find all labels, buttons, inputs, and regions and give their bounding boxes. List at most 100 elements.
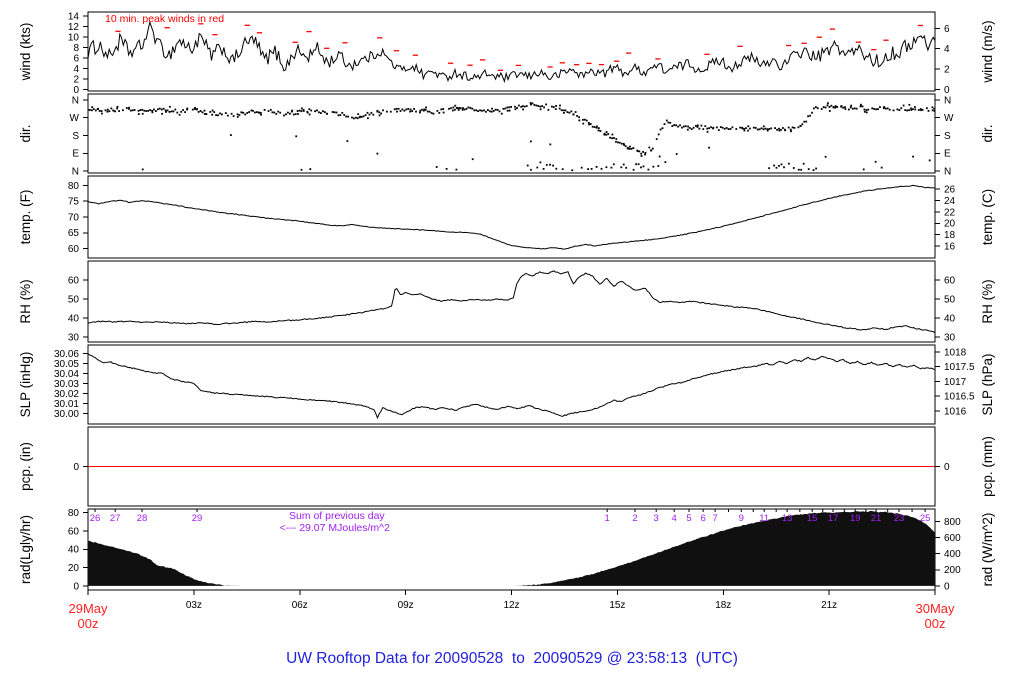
peak-winds-note: 10 min. peak winds in red bbox=[105, 13, 224, 25]
axis-title-left-rad: rad(Lgly/hr) bbox=[18, 515, 33, 584]
start-time-label: 00z bbox=[78, 616, 99, 631]
panel-frame-slp bbox=[87, 344, 936, 425]
axis-title-left-rh: RH (%) bbox=[18, 279, 33, 323]
radiation-cumulative-labels: 26 27 28 29 1 2 3 4 5 6 7 9 11 13 15 17 19 21 23 25 bbox=[90, 509, 931, 524]
tick-label-right: 26 bbox=[944, 185, 956, 196]
wind-speed-line bbox=[88, 20, 935, 84]
axis-title-left-temp: temp. (F) bbox=[18, 190, 33, 245]
chart-title: UW Rooftop Data for 20090528 to 20090529… bbox=[286, 650, 738, 667]
tick-label-left: 0 bbox=[73, 462, 79, 473]
svg-text:6: 6 bbox=[700, 513, 705, 524]
tick-label-left: 30.05 bbox=[54, 359, 79, 370]
tick-label-left: 75 bbox=[68, 197, 80, 208]
tick-label-right: 0 bbox=[944, 581, 950, 592]
tick-label-left: 14 bbox=[68, 12, 80, 23]
axis-title-right-rad: rad (W/m^2) bbox=[980, 513, 995, 587]
tick-label-right: 400 bbox=[944, 549, 961, 560]
y-ticks-rh: 30 40 50 60 30 40 50 60 bbox=[68, 275, 956, 343]
end-date-label: 30May bbox=[915, 601, 955, 616]
end-time-label: 00z bbox=[925, 616, 946, 631]
tick-label-right: 1016.5 bbox=[944, 392, 975, 403]
tick-label-left: 0 bbox=[73, 85, 79, 96]
tick-label-right: 1017.5 bbox=[944, 362, 975, 373]
tick-label-right: 0 bbox=[944, 85, 950, 96]
tick-label-left: 8 bbox=[73, 43, 79, 54]
svg-text:9: 9 bbox=[739, 513, 744, 524]
axis-title-right-temp: temp. (C) bbox=[980, 189, 995, 245]
tick-label-right: S bbox=[944, 131, 951, 142]
tick-label-left: 65 bbox=[68, 228, 80, 239]
tick-label-right: 50 bbox=[944, 295, 956, 306]
panel-frame-dir bbox=[87, 93, 936, 174]
axis-title-right-wind: wind (m/s) bbox=[980, 20, 995, 83]
axis-title-left-wind: wind (kts) bbox=[18, 23, 33, 82]
x-tick-label: 12z bbox=[503, 600, 519, 611]
svg-text:23: 23 bbox=[894, 513, 905, 524]
tick-label-left: 30.06 bbox=[54, 349, 79, 360]
tick-label-left: 20 bbox=[68, 563, 80, 574]
svg-text:11: 11 bbox=[759, 513, 769, 524]
tick-label-right: 2 bbox=[944, 64, 950, 75]
svg-text:21: 21 bbox=[871, 513, 882, 524]
tick-label-right: 20 bbox=[944, 219, 956, 230]
tick-label-left: 6 bbox=[73, 53, 79, 64]
tick-label-left: 60 bbox=[68, 526, 80, 537]
tick-label-left: 40 bbox=[68, 314, 80, 325]
tick-label-left: 30.00 bbox=[54, 409, 79, 420]
svg-text:27: 27 bbox=[110, 513, 121, 524]
tick-label-left: 60 bbox=[68, 275, 80, 286]
svg-text:4: 4 bbox=[672, 513, 677, 524]
tick-label-right: N bbox=[944, 95, 951, 106]
tick-label-left: E bbox=[72, 149, 79, 160]
temp-line bbox=[88, 184, 935, 250]
tick-label-right: 800 bbox=[944, 517, 961, 528]
tick-label-right: N bbox=[944, 166, 951, 177]
tick-label-left: 12 bbox=[68, 22, 80, 33]
tick-label-left: 50 bbox=[68, 295, 80, 306]
tick-label-right: 24 bbox=[944, 196, 956, 207]
tick-label-left: 30 bbox=[68, 333, 80, 344]
x-tick-label: 15z bbox=[609, 600, 625, 611]
panel-rh: 30 40 50 60 30 40 50 60 RH (%) RH (%) bbox=[18, 260, 995, 344]
sum-of-previous-day-note: Sum of previous day<--- 29.07 MJoules/m^… bbox=[280, 510, 390, 534]
axis-title-right-rh: RH (%) bbox=[980, 279, 995, 323]
svg-text:25: 25 bbox=[920, 513, 931, 524]
tick-label-right: 1016 bbox=[944, 406, 967, 417]
tick-label-left: N bbox=[72, 166, 79, 177]
tick-label-left: 70 bbox=[68, 212, 80, 223]
tick-label-right: 4 bbox=[944, 44, 950, 55]
svg-text:28: 28 bbox=[137, 513, 148, 524]
x-tick-label: 06z bbox=[292, 600, 308, 611]
svg-text:7: 7 bbox=[712, 513, 717, 524]
tick-label-left: 10 bbox=[68, 33, 80, 44]
tick-label-left: 60 bbox=[68, 244, 80, 255]
tick-label-right: 30 bbox=[944, 333, 956, 344]
svg-text:13: 13 bbox=[782, 513, 793, 524]
svg-text:1: 1 bbox=[604, 513, 609, 524]
tick-label-right: 6 bbox=[944, 24, 950, 35]
tick-label-left: S bbox=[72, 131, 79, 142]
tick-label-right: 40 bbox=[944, 314, 956, 325]
tick-label-right: 18 bbox=[944, 230, 956, 241]
axis-title-right-dir: dir. bbox=[980, 124, 995, 142]
tick-label-left: 0 bbox=[73, 581, 79, 592]
tick-label-right: 16 bbox=[944, 241, 956, 252]
x-tick-label: 09z bbox=[398, 600, 414, 611]
tick-label-left: 30.01 bbox=[54, 399, 79, 410]
tick-label-right: 22 bbox=[944, 207, 956, 218]
svg-text:19: 19 bbox=[850, 513, 861, 524]
tick-label-left: 80 bbox=[68, 181, 80, 192]
x-tick-label: 03z bbox=[186, 600, 202, 611]
solar-radiation-area bbox=[88, 510, 935, 586]
